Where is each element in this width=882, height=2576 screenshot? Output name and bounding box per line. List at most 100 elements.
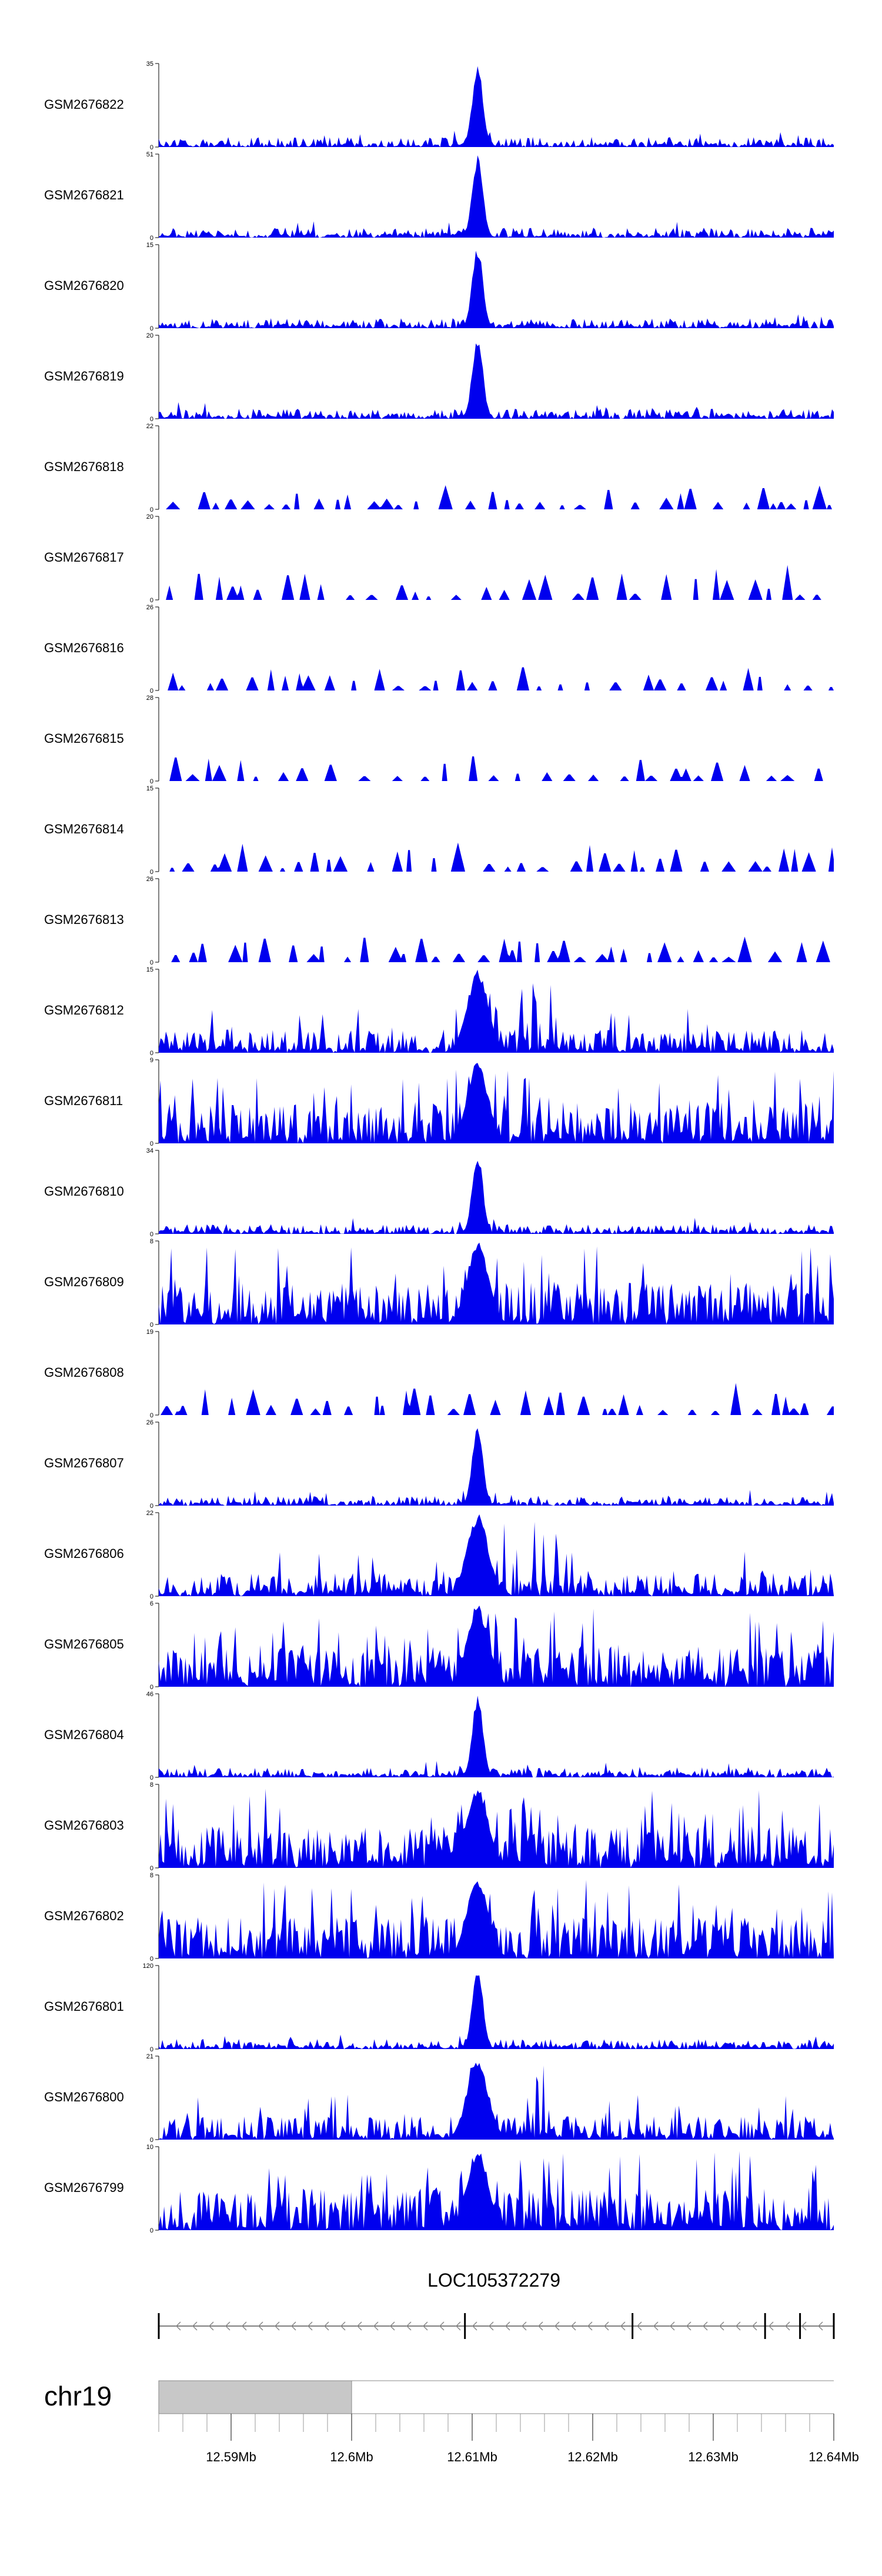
y-zero-label: 0 (150, 959, 153, 966)
gene-annotation-track: LOC105372279 (158, 2270, 835, 2339)
track-GSM2676812: GSM2676812 15 0 (44, 966, 834, 1057)
strand-arrow (258, 2321, 263, 2331)
strand-arrow (505, 2321, 510, 2331)
signal-area (159, 842, 834, 872)
track-GSM2676809: GSM2676809 8 0 (44, 1238, 834, 1329)
y-max-label: 35 (146, 61, 153, 68)
track-label: GSM2676809 (44, 1274, 124, 1289)
track-label: GSM2676799 (44, 2180, 124, 2195)
y-zero-label: 0 (150, 325, 153, 332)
signal-area (159, 2151, 834, 2230)
strand-arrow (225, 2321, 230, 2331)
strand-arrow (389, 2321, 395, 2331)
signal-area (159, 1975, 834, 2049)
y-max-label: 10 (146, 2144, 153, 2151)
y-zero-label: 0 (150, 2227, 153, 2234)
strand-arrow (801, 2321, 807, 2331)
y-max-label: 26 (146, 876, 153, 883)
ideogram-highlight (158, 2380, 352, 2414)
track-GSM2676815: GSM2676815 28 0 (44, 695, 834, 785)
signal-tracks: GSM2676822350GSM2676821510GSM2676820150G… (44, 61, 834, 2234)
y-max-label: 34 (146, 1147, 153, 1154)
chromosome-label: chr19 (44, 2381, 112, 2411)
track-label: GSM2676819 (44, 369, 124, 383)
signal-area (159, 1428, 834, 1506)
track-label: GSM2676810 (44, 1184, 124, 1199)
signal-area (159, 66, 834, 147)
y-max-label: 46 (146, 1691, 153, 1698)
y-zero-label: 0 (150, 1956, 153, 1963)
signal-area (159, 565, 834, 600)
track-GSM2676821: GSM2676821 51 0 (44, 151, 834, 242)
track-label: GSM2676817 (44, 550, 124, 565)
strand-arrow (373, 2321, 379, 2331)
track-GSM2676813: GSM2676813 26 0 (44, 876, 834, 966)
y-zero-label: 0 (150, 1684, 153, 1691)
track-GSM2676808: GSM2676808 19 0 (44, 1329, 834, 1419)
track-label: GSM2676807 (44, 1456, 124, 1470)
y-max-label: 22 (146, 1510, 153, 1517)
y-max-label: 8 (150, 1872, 153, 1879)
strand-arrow (439, 2321, 445, 2331)
track-GSM2676819: GSM2676819 20 0 (44, 332, 834, 423)
strand-arrow (537, 2321, 543, 2331)
track-GSM2676807: GSM2676807 26 0 (44, 1419, 834, 1510)
y-zero-label: 0 (150, 688, 153, 695)
y-max-label: 22 (146, 423, 153, 430)
tick-label: 12.61Mb (447, 2450, 497, 2464)
track-GSM2676810: GSM2676810 34 0 (44, 1147, 834, 1238)
track-label: GSM2676804 (44, 1727, 124, 1742)
strand-arrow (735, 2321, 741, 2331)
track-label: GSM2676806 (44, 1546, 124, 1561)
signal-area (159, 251, 834, 328)
signal-area (159, 1160, 834, 1234)
signal-area (159, 1063, 834, 1143)
track-GSM2676804: GSM2676804 46 0 (44, 1691, 834, 1781)
strand-arrow (274, 2321, 280, 2331)
strand-arrow (636, 2321, 642, 2331)
y-zero-label: 0 (150, 506, 153, 513)
track-label: GSM2676812 (44, 1003, 124, 1017)
y-max-label: 20 (146, 332, 153, 339)
track-GSM2676801: GSM2676801 120 0 (44, 1963, 834, 2053)
signal-area (159, 1514, 834, 1596)
track-GSM2676820: GSM2676820 15 0 (44, 242, 834, 332)
y-max-label: 51 (146, 151, 153, 158)
strand-arrow (620, 2321, 626, 2331)
strand-arrow (488, 2321, 494, 2331)
y-max-label: 8 (150, 1238, 153, 1245)
strand-arrow (686, 2321, 691, 2331)
y-max-label: 15 (146, 966, 153, 973)
track-label: GSM2676814 (44, 822, 124, 836)
strand-arrow (208, 2321, 214, 2331)
track-label: GSM2676803 (44, 1818, 124, 1833)
strand-arrow (751, 2321, 757, 2331)
strand-arrow (455, 2321, 461, 2331)
track-label: GSM2676822 (44, 97, 124, 112)
y-zero-label: 0 (150, 1865, 153, 1872)
track-GSM2676803: GSM2676803 8 0 (44, 1781, 834, 1872)
tick-label: 12.63Mb (688, 2450, 739, 2464)
y-max-label: 15 (146, 785, 153, 792)
y-max-label: 9 (150, 1057, 153, 1064)
signal-area (159, 1605, 834, 1687)
tick-label: 12.64Mb (808, 2450, 859, 2464)
signal-area (159, 1383, 834, 1415)
track-GSM2676822: GSM2676822 35 0 (44, 61, 834, 151)
y-zero-label: 0 (150, 2046, 153, 2053)
strand-arrow (554, 2321, 560, 2331)
y-max-label: 21 (146, 2053, 153, 2060)
track-GSM2676802: GSM2676802 8 0 (44, 1872, 834, 1963)
signal-area (159, 485, 834, 509)
y-zero-label: 0 (150, 1412, 153, 1419)
y-max-label: 15 (146, 242, 153, 249)
strand-arrow (323, 2321, 329, 2331)
y-max-label: 20 (146, 513, 153, 520)
strand-arrow (653, 2321, 659, 2331)
track-GSM2676806: GSM2676806 22 0 (44, 1510, 834, 1600)
signal-area (159, 2063, 834, 2140)
y-zero-label: 0 (150, 1503, 153, 1510)
track-label: GSM2676820 (44, 278, 124, 293)
y-max-label: 19 (146, 1329, 153, 1336)
strand-arrow (603, 2321, 609, 2331)
